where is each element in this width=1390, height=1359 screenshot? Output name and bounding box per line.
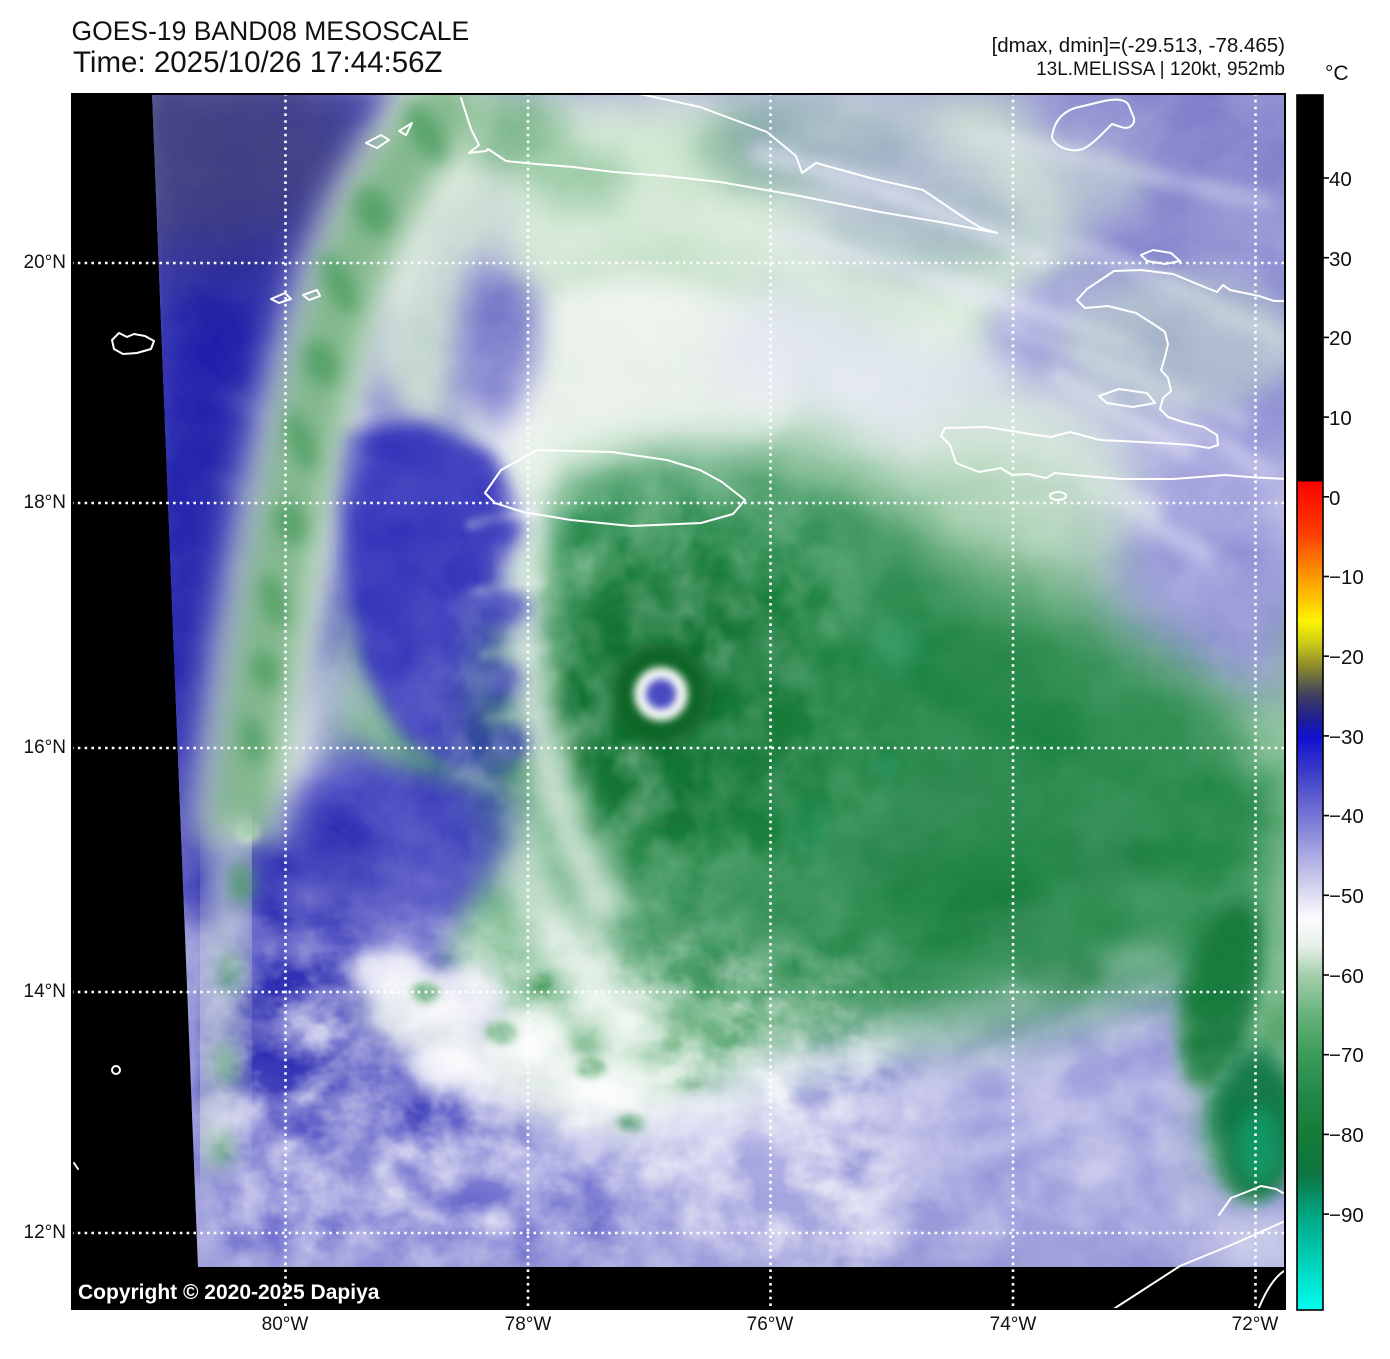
svg-text:Copyright © 2020-2025 Dapiya: Copyright © 2020-2025 Dapiya bbox=[78, 1281, 380, 1304]
